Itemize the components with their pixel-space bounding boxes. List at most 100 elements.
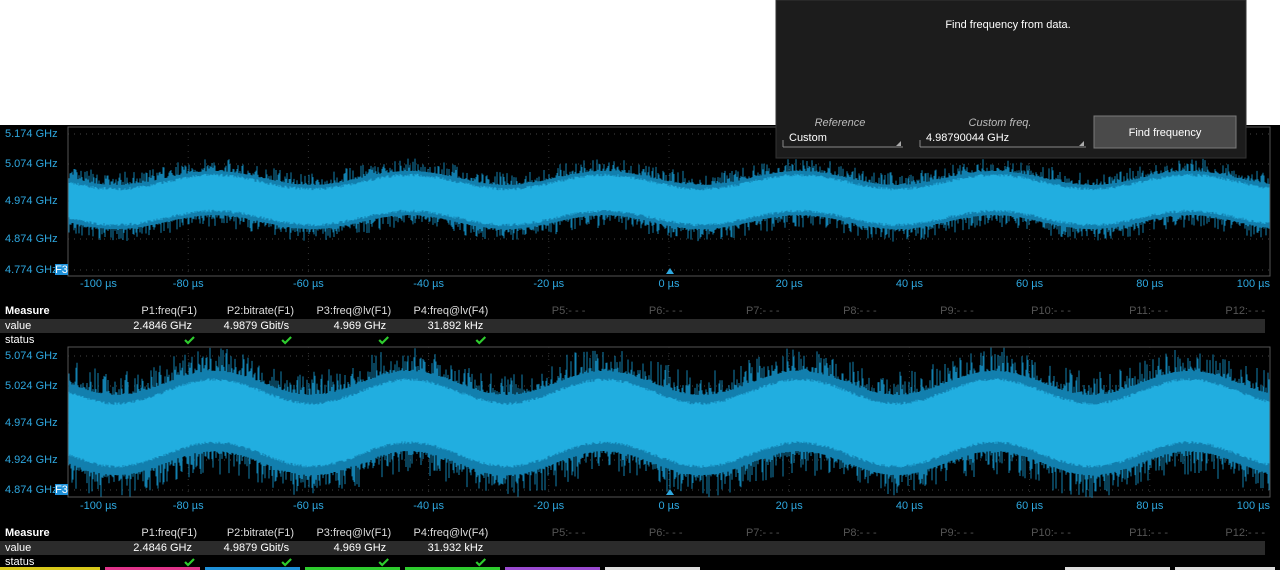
find-button[interactable]: Find frequency [1093,115,1237,149]
y-axis-label: 4.974 GHz [5,195,58,207]
measure-value: 31.892 kHz [428,320,484,332]
dropdown-arrow [896,141,901,146]
marker-label: F3 [55,484,68,496]
x-axis-label: -40 µs [413,500,444,512]
row-label: status [5,334,35,346]
column-header: P3:freq@lv(F1) [316,305,391,317]
reference-dropdown[interactable]: Custom [782,132,903,148]
measure-value: 4.969 GHz [334,320,387,332]
x-axis-label: 60 µs [1016,500,1044,512]
y-axis-label: 5.174 GHz [5,128,58,140]
measure-value: 2.4846 GHz [133,320,192,332]
measure-value: 31.932 kHz [428,542,484,554]
measure-value: 4.9879 Gbit/s [224,542,290,554]
marker-badge [55,484,68,495]
column-header: P9:- - - [940,527,974,539]
column-header: P2:bitrate(F1) [227,527,294,539]
dialog-message: Find frequency from data. [945,19,1070,31]
x-axis-label: -80 µs [173,500,204,512]
measure-title: Measure [5,527,50,539]
x-axis-label: -40 µs [413,278,444,290]
field-label: Reference [815,117,866,129]
measure-title: Measure [5,305,50,317]
tab [605,567,700,570]
zero-marker [666,268,674,274]
status-check [378,336,389,345]
tab [0,567,100,570]
x-axis-label: -100 µs [80,278,117,290]
x-axis-label: 0 µs [658,278,680,290]
column-header: P11:- - - [1129,527,1168,539]
value-row-bg [0,541,1265,555]
column-header: P8:- - - [843,527,877,539]
status-check [184,558,195,567]
tab [505,567,600,570]
dropdown-arrow [1079,141,1084,146]
column-header: P10:- - - [1031,527,1071,539]
column-header: P9:- - - [940,305,974,317]
y-axis-label: 5.074 GHz [5,158,58,170]
x-axis-label: 40 µs [896,278,924,290]
tab [305,567,400,570]
column-header: P6:- - - [649,527,683,539]
column-header: P11:- - - [1129,305,1168,317]
column-header: P1:freq(F1) [141,305,197,317]
row-label: value [5,542,31,554]
tab [1175,567,1275,570]
x-axis-label: 60 µs [1016,278,1044,290]
status-check [281,558,292,567]
column-header: P5:- - - [552,305,586,317]
x-axis-label: 100 µs [1237,500,1271,512]
column-header: P4:freq@lv(F4) [414,527,489,539]
tab [1065,567,1170,570]
button-label: Find frequency [1129,127,1202,139]
y-axis-label: 5.074 GHz [5,350,58,362]
waveform-inner [68,173,1270,227]
column-header: P3:freq@lv(F1) [316,527,391,539]
column-header: P2:bitrate(F1) [227,305,294,317]
tab [205,567,300,570]
x-axis-label: 80 µs [1136,278,1164,290]
x-axis-label: 40 µs [896,500,924,512]
y-axis-label: 4.974 GHz [5,417,58,429]
field-label: Custom freq. [969,117,1032,129]
y-axis-label: 4.774 GHz [5,264,58,276]
measure-value: 4.9879 Gbit/s [224,320,290,332]
marker-label: F3 [55,264,68,276]
waveform-inner [68,378,1270,468]
status-check [184,336,195,345]
column-header: P7:- - - [746,527,780,539]
zero-marker [666,489,674,495]
y-axis-label: 4.874 GHz [5,233,58,245]
row-label: value [5,320,31,332]
tab [405,567,500,570]
column-header: P4:freq@lv(F4) [414,305,489,317]
x-axis-label: 20 µs [776,278,804,290]
x-axis-label: -60 µs [293,278,324,290]
dropdown-value: Custom [789,132,827,144]
status-check [281,336,292,345]
y-axis-label: 4.924 GHz [5,454,58,466]
status-check [475,336,487,345]
row-label: status [5,556,35,568]
x-axis-label: -80 µs [173,278,204,290]
x-axis-label: -20 µs [533,278,564,290]
x-axis-label: 20 µs [776,500,804,512]
column-header: P10:- - - [1031,305,1071,317]
dropdown-frame [919,140,1086,148]
x-axis-label: 80 µs [1136,500,1164,512]
column-header: P1:freq(F1) [141,527,197,539]
column-header: P6:- - - [649,305,683,317]
column-header: P12:- - - [1225,305,1265,317]
status-check [378,558,389,567]
column-header: P12:- - - [1225,527,1265,539]
x-axis-label: 0 µs [658,500,680,512]
measure-value: 2.4846 GHz [133,542,192,554]
freq-dropdown[interactable]: 4.98790044 GHz [919,132,1086,148]
value-row-bg [0,319,1265,333]
x-axis-label: -60 µs [293,500,324,512]
dropdown-frame [782,140,903,148]
x-axis-label: -20 µs [533,500,564,512]
y-axis-label: 4.874 GHz [5,484,58,496]
